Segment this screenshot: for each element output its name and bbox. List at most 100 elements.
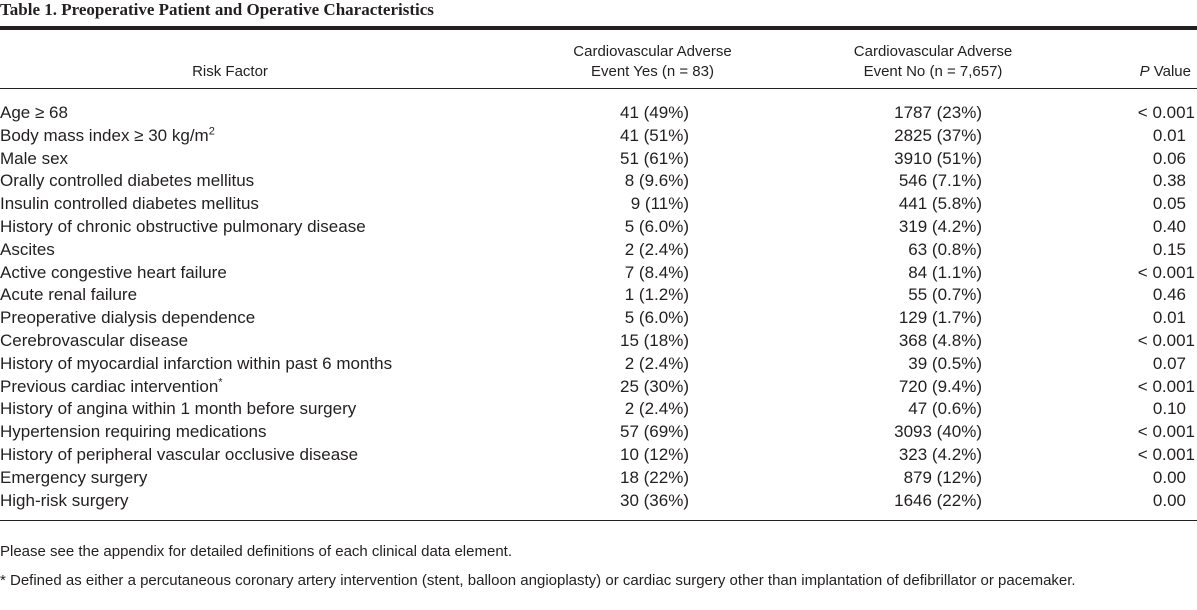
event-no-cell: 879 (12%) [903,467,982,487]
risk-factor-label: History of peripheral vascular occlusive… [0,444,359,464]
table-row: Ascites 2 (2.4%) 63 (0.8%) 0.15 [0,239,1197,262]
header-event-no-line2: Event No (n = 7,657) [863,63,1003,80]
header-p-rest: Value [1149,63,1191,80]
p-value-cell: < 0.001 [1137,422,1195,442]
event-no-cell: 3910 (51%) [894,148,982,168]
event-yes-cell: 2 (2.4%) [624,353,689,373]
table-row: Insulin controlled diabetes mellitus 9 (1… [0,193,1197,216]
event-no-cell: 323 (4.2%) [898,444,982,464]
risk-factor-label: Hypertension requiring medications [0,422,267,442]
p-value-cell: < 0.001 [1137,376,1195,396]
p-value-cell: 0.10 [1152,399,1186,419]
event-yes-cell: 2 (2.4%) [624,239,689,259]
risk-factor-cell: Male sex [0,148,68,171]
event-no-cell: 546 (7.1%) [898,171,982,191]
table-row: Active congestive heart failure 7 (8.4%) 8… [0,262,1197,285]
p-value-cell: 0.01 [1152,308,1186,328]
table-caption: Table 1. Preoperative Patient and Operat… [0,0,434,19]
risk-factor-cell: Hypertension requiring medications [0,421,266,444]
event-yes-cell: 1 (1.2%) [624,285,689,305]
event-yes-cell: 10 (12%) [620,444,689,464]
p-value-cell: 0.01 [1152,125,1186,145]
event-yes-cell: 15 (18%) [620,330,689,350]
event-no-cell: 368 (4.8%) [898,330,982,350]
risk-factor-label: Active congestive heart failure [0,262,227,282]
event-yes-cell: 9 (11%) [630,194,689,214]
event-no-cell: 47 (0.6%) [908,399,982,419]
event-yes-cell: 8 (9.6%) [624,171,689,191]
event-no-cell: 2825 (37%) [894,125,982,145]
event-yes-cell: 18 (22%) [620,467,689,487]
table-row: History of myocardial infarction within … [0,353,1197,376]
bottom-rule [0,520,1197,521]
risk-factor-cell: Ascites [0,239,55,262]
event-no-cell: 3093 (40%) [894,422,982,442]
risk-factor-label: History of chronic obstructive pulmonary… [0,216,366,236]
risk-factor-cell: High-risk surgery [0,490,128,513]
event-no-cell: 84 (1.1%) [908,262,982,282]
event-yes-cell: 5 (6.0%) [624,216,689,236]
event-yes-cell: 7 (8.4%) [624,262,689,282]
risk-factor-label: History of myocardial infarction within … [0,353,393,373]
risk-factor-cell: History of peripheral vascular occlusive… [0,444,358,467]
header-event-yes: Cardiovascular Adverse Event Yes (n = 83… [545,42,760,82]
p-value-cell: 0.38 [1152,171,1186,191]
header-risk-factor: Risk Factor [192,63,268,80]
event-no-cell: 63 (0.8%) [908,239,982,259]
p-value-cell: 0.15 [1152,239,1186,259]
event-no-cell: 1787 (23%) [894,103,982,122]
table-row: Previous cardiac intervention* 25 (30%) 72… [0,376,1197,399]
event-yes-cell: 41 (51%) [620,125,689,145]
table-row: Acute renal failure 1 (1.2%) 55 (0.7%) 0.46 [0,284,1197,307]
risk-factor-superscript: 2 [208,125,215,138]
risk-factor-label: Acute renal failure [0,285,138,305]
event-no-cell: 39 (0.5%) [908,353,982,373]
table-note: Please see the appendix for detailed def… [0,543,512,560]
event-no-cell: 319 (4.2%) [898,216,982,236]
risk-factor-label: Insulin controlled diabetes mellitus [0,194,259,214]
risk-factor-label: Age ≥ 68 [0,103,68,122]
risk-factor-cell: Emergency surgery [0,467,147,490]
risk-factor-cell: History of myocardial infarction within … [0,353,392,376]
header-event-no: Cardiovascular Adverse Event No (n = 7,6… [818,42,1048,82]
event-yes-cell: 51 (61%) [620,148,689,168]
header-event-no-line1: Cardiovascular Adverse [853,43,1013,60]
header-p-italic: P [1139,63,1150,80]
event-no-cell: 720 (9.4%) [898,376,982,396]
risk-factor-label: History of angina within 1 month before … [0,399,357,419]
risk-factor-label: Ascites [0,239,55,259]
table-row: High-risk surgery 30 (36%) 1646 (22%) 0.00 [0,490,1197,513]
header-event-yes-line1: Cardiovascular Adverse [573,43,732,60]
risk-factor-label: Orally controlled diabetes mellitus [0,171,255,191]
header-p-value: P Value [1140,62,1191,82]
p-value-cell: 0.06 [1152,148,1186,168]
table-row: History of peripheral vascular occlusive… [0,444,1197,467]
risk-factor-cell: Previous cardiac intervention* [0,376,223,399]
event-yes-cell: 2 (2.4%) [624,399,689,419]
risk-factor-cell: Insulin controlled diabetes mellitus [0,193,259,216]
risk-factor-label: Body mass index ≥ 30 kg/m [0,125,209,145]
p-value-cell: < 0.001 [1137,262,1195,282]
event-no-cell: 441 (5.8%) [898,194,982,214]
header-rule [0,88,1197,89]
event-yes-cell: 57 (69%) [620,422,689,442]
table-row: History of angina within 1 month before … [0,398,1197,421]
p-value-cell: 0.00 [1152,467,1186,487]
table-row: Hypertension requiring medications 57 (69… [0,421,1197,444]
risk-factor-cell: Orally controlled diabetes mellitus [0,170,254,193]
p-value-cell: 0.05 [1152,194,1186,214]
risk-factor-cell: Acute renal failure [0,284,137,307]
risk-factor-label: Preoperative dialysis dependence [0,308,256,328]
risk-factor-label: Cerebrovascular disease [0,330,189,350]
p-value-cell: 0.40 [1152,216,1186,236]
risk-factor-cell: History of angina within 1 month before … [0,398,356,421]
header-event-yes-line2: Event Yes (n = 83) [590,63,714,80]
table-footnote: * Defined as either a percutaneous coron… [0,572,1076,589]
risk-factor-label: High-risk surgery [0,490,129,510]
table-row: Orally controlled diabetes mellitus 8 (9.… [0,170,1197,193]
event-yes-cell: 30 (36%) [620,490,689,510]
risk-factor-cell: Active congestive heart failure [0,262,227,285]
table-row: Cerebrovascular disease 15 (18%) 368 (4.8%… [0,330,1197,353]
event-yes-cell: 41 (49%) [620,103,689,122]
